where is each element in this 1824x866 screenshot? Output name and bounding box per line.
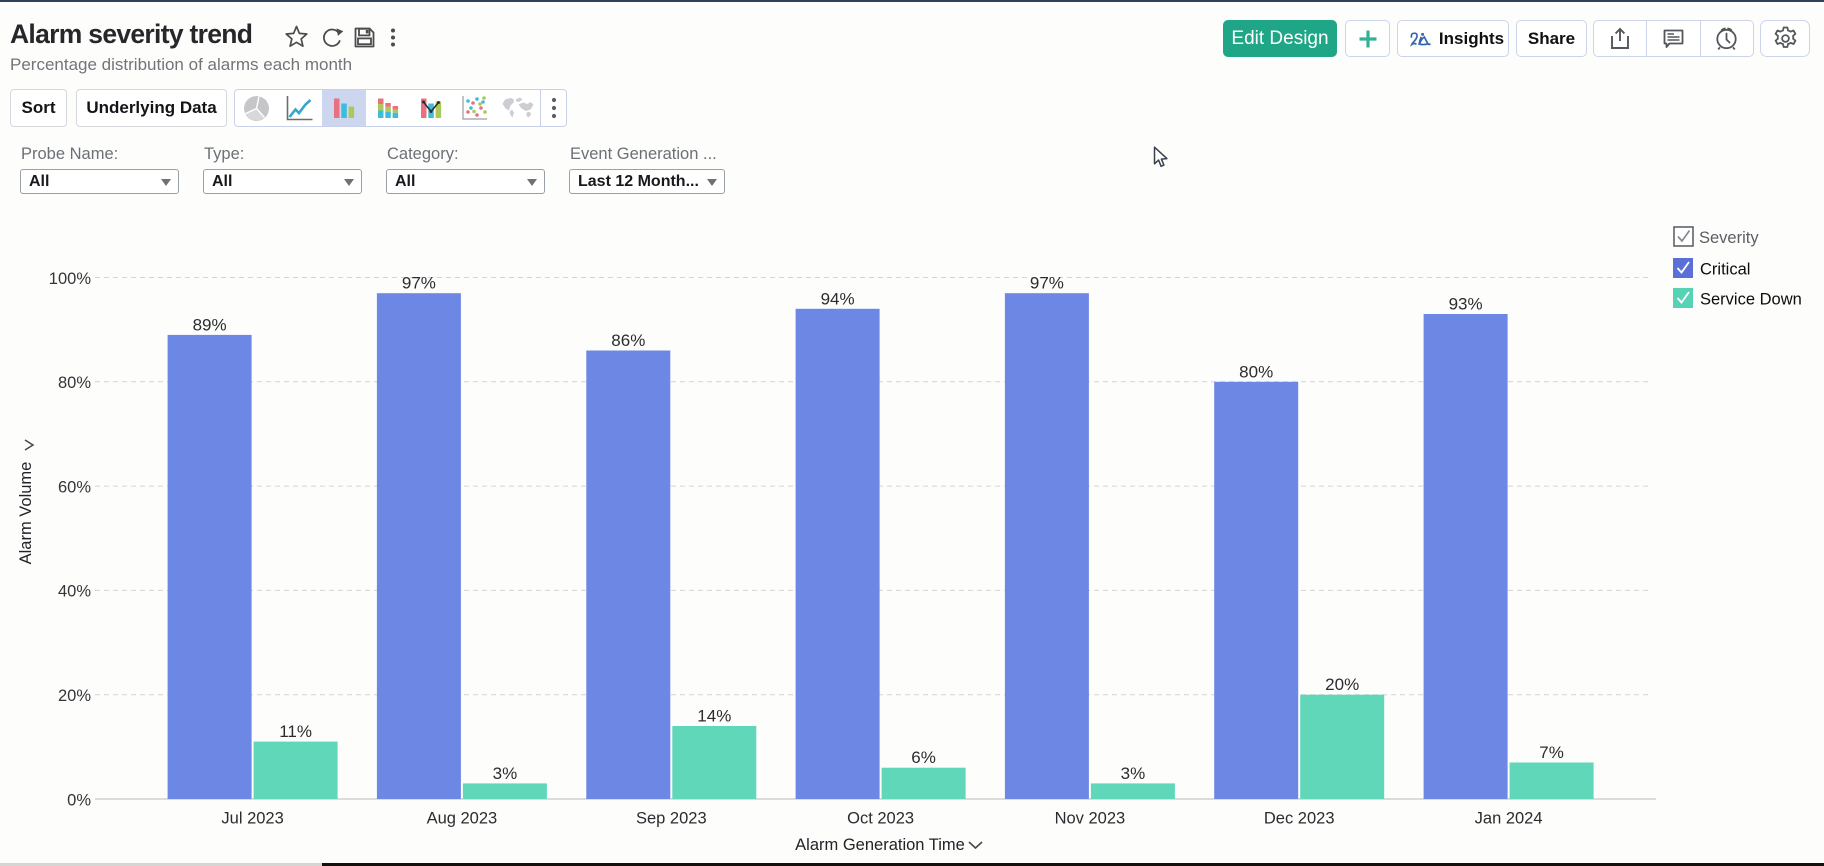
svg-text:40%: 40% <box>58 583 91 601</box>
svg-text:80%: 80% <box>1239 362 1273 381</box>
svg-text:3%: 3% <box>1121 764 1146 783</box>
svg-text:Oct 2023: Oct 2023 <box>847 810 914 828</box>
svg-text:Severity: Severity <box>1699 229 1759 247</box>
svg-text:Service Down: Service Down <box>1700 291 1802 309</box>
svg-text:20%: 20% <box>1325 675 1359 694</box>
svg-text:97%: 97% <box>402 274 436 293</box>
svg-text:Alarm Volume: Alarm Volume <box>17 462 35 565</box>
svg-text:3%: 3% <box>493 764 518 783</box>
svg-text:Alarm Generation Time: Alarm Generation Time <box>795 836 965 854</box>
svg-text:93%: 93% <box>1449 295 1483 314</box>
svg-text:100%: 100% <box>49 270 92 288</box>
svg-text:94%: 94% <box>821 289 855 308</box>
svg-text:86%: 86% <box>611 331 645 350</box>
svg-text:Critical: Critical <box>1700 261 1750 279</box>
svg-text:80%: 80% <box>58 374 91 392</box>
svg-text:Sep 2023: Sep 2023 <box>636 810 707 828</box>
svg-text:89%: 89% <box>193 315 227 334</box>
svg-text:60%: 60% <box>58 478 91 496</box>
svg-text:11%: 11% <box>279 722 312 741</box>
svg-text:Jan 2024: Jan 2024 <box>1475 810 1543 828</box>
svg-text:Aug 2023: Aug 2023 <box>427 810 498 828</box>
svg-text:6%: 6% <box>911 748 936 767</box>
svg-text:Dec 2023: Dec 2023 <box>1264 810 1335 828</box>
svg-text:Jul 2023: Jul 2023 <box>221 810 283 828</box>
svg-text:Nov 2023: Nov 2023 <box>1055 810 1126 828</box>
svg-text:20%: 20% <box>58 687 91 705</box>
svg-text:14%: 14% <box>697 707 731 726</box>
svg-text:7%: 7% <box>1539 743 1564 762</box>
svg-text:97%: 97% <box>1030 274 1064 293</box>
svg-text:0%: 0% <box>67 791 91 809</box>
